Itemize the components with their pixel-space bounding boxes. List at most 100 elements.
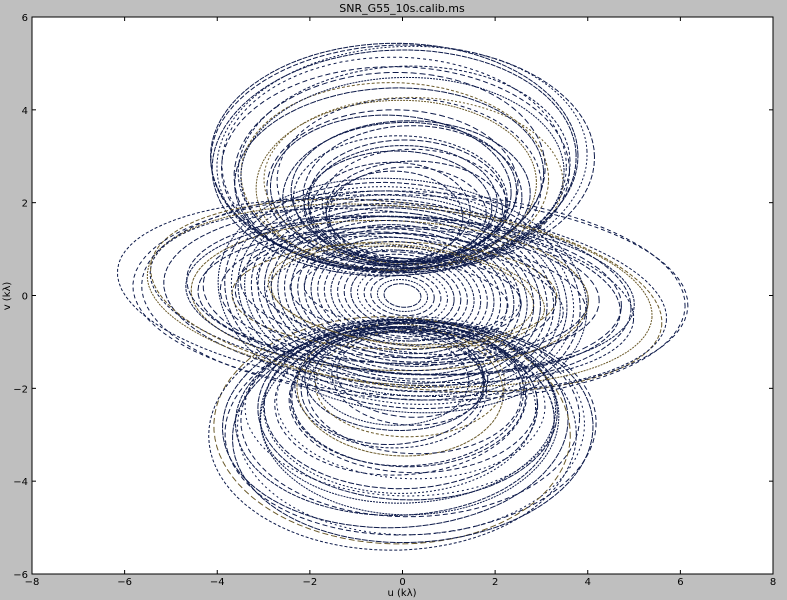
y-tick-label: 0 [22, 292, 28, 303]
uv-track-points [376, 278, 429, 313]
uv-track-points [289, 251, 522, 340]
uv-track-points [325, 170, 464, 263]
uv-track-points [370, 274, 435, 317]
uv-track-points [350, 262, 455, 329]
uv-track-points [314, 331, 470, 426]
uv-track-points [230, 186, 575, 405]
uv-track-points [276, 97, 542, 269]
uv-track-points [303, 232, 502, 359]
uv-track-points [383, 283, 422, 308]
uv-track-points [259, 318, 560, 516]
uv-track-points [244, 194, 561, 397]
uv-track-points [337, 253, 468, 338]
x-tick-label: −6 [117, 577, 132, 588]
x-tick-label: −8 [25, 577, 40, 588]
uv-track-points [208, 318, 577, 551]
uv-track-points [266, 109, 519, 266]
uv-track-points [146, 203, 653, 388]
uv-track-points [255, 99, 537, 271]
uv-track-points [237, 190, 568, 401]
uv-track-points [276, 327, 546, 480]
uv-track-points [288, 329, 538, 474]
uv-track-points [257, 202, 548, 389]
uv-track-points [331, 327, 489, 426]
uv-track-points [290, 120, 531, 264]
uv-track-points [240, 76, 565, 272]
uv-track-points [239, 231, 587, 360]
uv-track-points [217, 177, 588, 414]
uv-track-points [190, 219, 589, 372]
uv-track-points [290, 224, 515, 367]
uv-track-points [314, 329, 506, 438]
y-tick-label: −2 [13, 384, 28, 395]
uv-track-points [328, 166, 487, 263]
uv-track-points [224, 181, 581, 410]
chart-title: SNR_G55_10s.calib.ms [339, 2, 465, 15]
uv-track-points [132, 193, 689, 398]
uv-track-points [310, 236, 495, 355]
uv-track-points [185, 215, 635, 376]
uv-track-points [323, 245, 482, 346]
y-tick-label: −6 [13, 570, 28, 581]
uv-track-points [234, 326, 555, 516]
uv-track-points [220, 66, 570, 274]
plot-area [32, 17, 773, 574]
uv-track-points [283, 219, 522, 372]
y-tick-label: 6 [22, 13, 28, 24]
y-tick-label: 4 [22, 106, 28, 117]
x-tick-label: −4 [210, 577, 225, 588]
x-tick-label: 2 [492, 577, 498, 588]
uv-track-points [256, 235, 564, 356]
uv-track-points [303, 256, 509, 335]
uv-track-points [262, 321, 537, 494]
uv-track-points [297, 228, 508, 363]
uv-track-points [219, 225, 600, 366]
uv-track-points [317, 240, 488, 351]
uv-track-points [277, 215, 528, 376]
x-tick-label: −2 [303, 577, 318, 588]
uv-track-points [234, 232, 557, 359]
uv-track-points [321, 148, 508, 263]
y-axis-label: v (kλ) [2, 282, 13, 311]
uv-track-points [296, 323, 504, 457]
data-points-layer [117, 42, 689, 551]
uv-track-points [240, 82, 550, 271]
uv-track-points [274, 322, 528, 476]
uv-track-points [292, 135, 508, 263]
uv-track-points [237, 65, 571, 270]
uv-track-points [363, 270, 442, 321]
x-tick-label: 4 [585, 577, 591, 588]
y-tick-label: 2 [22, 199, 28, 210]
uv-track-points [150, 198, 663, 393]
uv-track-points [234, 87, 545, 270]
uv-track-points [263, 96, 564, 265]
uv-track-points [330, 249, 475, 342]
uv-track-points [221, 318, 569, 529]
uv-track-points [186, 215, 621, 376]
y-tick-label: −4 [13, 477, 28, 488]
uv-track-points [250, 198, 555, 393]
uv-track-points [356, 266, 449, 325]
uv-track-points [236, 316, 585, 536]
uv-track-points [240, 320, 581, 518]
x-axis-label: u (kλ) [387, 588, 416, 599]
uv-track-points [306, 330, 522, 455]
uv-track-points [343, 257, 462, 334]
x-tick-label: 0 [399, 577, 405, 588]
uv-track-points [266, 249, 521, 342]
uv-track-points [307, 139, 507, 263]
uv-track-points [294, 327, 488, 449]
uv-track-points [263, 322, 539, 490]
uv-track-points [141, 190, 686, 401]
uv-track-points [209, 42, 579, 270]
uv-track-points [291, 326, 527, 468]
x-tick-label: 6 [677, 577, 683, 588]
uv-track-points [232, 321, 594, 544]
uv-track-points [263, 207, 542, 384]
uv-track-points [267, 243, 545, 348]
uv-track-points [233, 72, 546, 272]
uv-track-points [213, 316, 571, 545]
uv-track-points [197, 227, 589, 364]
